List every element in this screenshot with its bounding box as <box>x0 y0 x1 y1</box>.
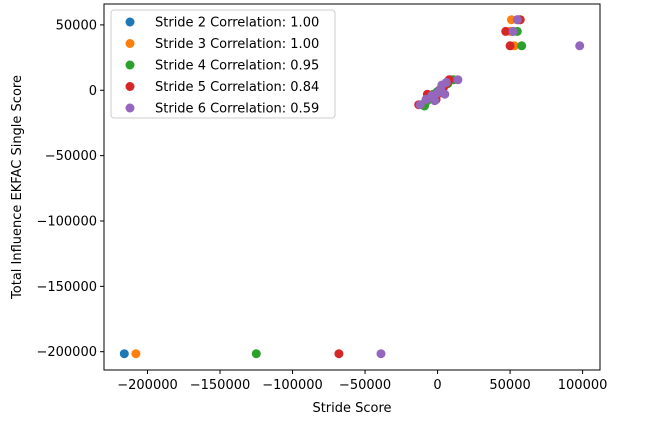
y-tick-label: −200000 <box>36 345 97 360</box>
legend-marker-5 <box>125 103 135 113</box>
data-point-series-3-11 <box>517 41 527 51</box>
x-tick-label: −200000 <box>117 378 178 393</box>
x-tick-label: −150000 <box>190 378 251 393</box>
legend-marker-2 <box>125 39 135 48</box>
y-tick-label: 0 <box>89 84 97 99</box>
data-point-series-1-1 <box>119 349 129 359</box>
data-point-series-5-5 <box>430 96 440 106</box>
data-point-series-4-10 <box>505 41 515 51</box>
x-axis-label: Stride Score <box>312 401 391 416</box>
data-point-series-5-11 <box>453 75 463 85</box>
data-point-series-5-10 <box>441 77 451 87</box>
y-tick-label: −100000 <box>36 214 97 229</box>
data-point-series-5-9 <box>440 89 450 99</box>
data-point-series-5-2 <box>415 100 425 110</box>
y-axis-label: Total Influence EKFAC Single Score <box>10 75 25 300</box>
data-point-series-5-12 <box>508 26 518 36</box>
data-point-series-5-13 <box>512 15 522 25</box>
legend-marker-1 <box>125 17 135 27</box>
x-tick-label: 50000 <box>489 378 530 393</box>
data-point-series-5-14 <box>575 41 585 51</box>
legend-label-5: Stride 6 Correlation: 0.59 <box>155 102 319 117</box>
legend-marker-4 <box>125 82 135 91</box>
y-tick-label: −150000 <box>36 280 97 295</box>
legend-label-1: Stride 2 Correlation: 1.00 <box>155 16 319 31</box>
data-point-series-4-9 <box>501 26 511 36</box>
legend-marker-3 <box>125 60 135 70</box>
legend-label-4: Stride 5 Correlation: 0.84 <box>155 80 319 95</box>
legend-label-3: Stride 4 Correlation: 0.95 <box>155 59 319 74</box>
x-tick-label: 100000 <box>558 378 608 393</box>
legend-box <box>110 9 336 119</box>
y-tick-label: −50000 <box>45 149 97 164</box>
legend-label-2: Stride 3 Correlation: 1.00 <box>155 37 319 52</box>
y-tick-label: 50000 <box>56 18 97 33</box>
x-ticks: −200000 −150000 −100000 −50000 0 50000 100000 <box>117 370 607 393</box>
x-tick-label: −100000 <box>262 378 323 393</box>
data-point-series-2-1 <box>131 349 141 359</box>
data-point-series-5-1 <box>376 349 386 359</box>
points-layer <box>119 15 585 359</box>
y-ticks: 50000 0 −50000 −100000 −150000 −200000 <box>36 18 104 360</box>
x-tick-label: −50000 <box>339 378 391 393</box>
legend: Stride 2 Correlation: 1.00 Stride 3 Corre… <box>110 9 336 119</box>
data-point-series-3-1 <box>251 349 261 359</box>
x-tick-label: 0 <box>433 378 441 393</box>
data-point-series-4-1 <box>334 349 344 359</box>
